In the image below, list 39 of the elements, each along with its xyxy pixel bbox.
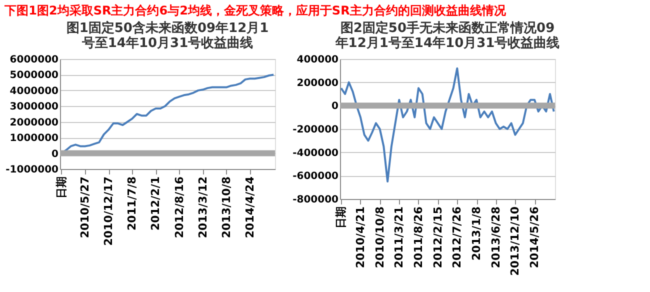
x-tick-label: 日期 [334, 206, 348, 228]
text: 下图1图2均采取SR主力合约6与2均线，金死叉策略，应用于SR主力合约的回测收益曲线情况 [4, 4, 507, 18]
y-tick-label: -200000 [292, 124, 339, 136]
x-tick-label: 2012/2/15 [431, 206, 444, 268]
x-tick-label: 2011/7/8 [126, 176, 139, 230]
y-tick-label: 1000000 [10, 133, 59, 144]
x-tick-label: 2010/10/8 [373, 206, 386, 268]
x-tick-label: 2013/12/10 [508, 206, 522, 276]
y-tick-label: 400000 [296, 54, 339, 66]
chart-title: 图2固定50手无未来函数正常情况09 年12月1号至14年10月31号收益曲线 [334, 20, 560, 51]
x-tick-label: 2014/5/26 [528, 206, 542, 268]
y-tick-label: 4000000 [10, 86, 59, 97]
x-tick-label: 2013/1/8 [470, 206, 483, 260]
x-tick-label: 2012/2/1 [149, 176, 162, 230]
y-tick-label: -400000 [292, 148, 339, 159]
y-tick-label: 6000000 [10, 54, 59, 66]
x-tick-label: 日期 [54, 176, 68, 198]
y-tick-label: -1000000 [6, 164, 59, 176]
y-tick-label: -800000 [292, 194, 339, 206]
x-tick-label: 2014/4/24 [244, 176, 257, 238]
x-tick-label: 2010/5/27 [78, 176, 92, 238]
x-tick-label: 2012/7/26 [450, 206, 464, 268]
y-tick-label: 0 [332, 101, 339, 112]
chart-title: 图1固定50含未来函数09年12月1 号至14年10月31号收益曲线 [66, 20, 269, 51]
y-tick-label: 0 [52, 148, 59, 160]
x-tick-label: 2011/3/21 [392, 206, 406, 268]
x-tick-label: 2013/10/8 [220, 176, 233, 238]
x-tick-label: 2012/8/16 [172, 176, 186, 238]
y-tick-label: 200000 [296, 78, 339, 89]
x-tick-label: 2013/6/28 [489, 206, 502, 268]
y-tick-label: 2000000 [10, 117, 59, 128]
x-tick-label: 2011/8/26 [412, 206, 425, 268]
x-tick-label: 2010/12/17 [102, 176, 116, 246]
y-tick-label: -600000 [292, 171, 339, 182]
x-tick-label: 2010/4/21 [354, 206, 367, 268]
line-series [340, 67, 555, 182]
y-tick-label: 5000000 [10, 70, 59, 82]
x-tick-label: 2013/3/12 [196, 176, 210, 238]
y-tick-label: 3000000 [10, 102, 59, 113]
